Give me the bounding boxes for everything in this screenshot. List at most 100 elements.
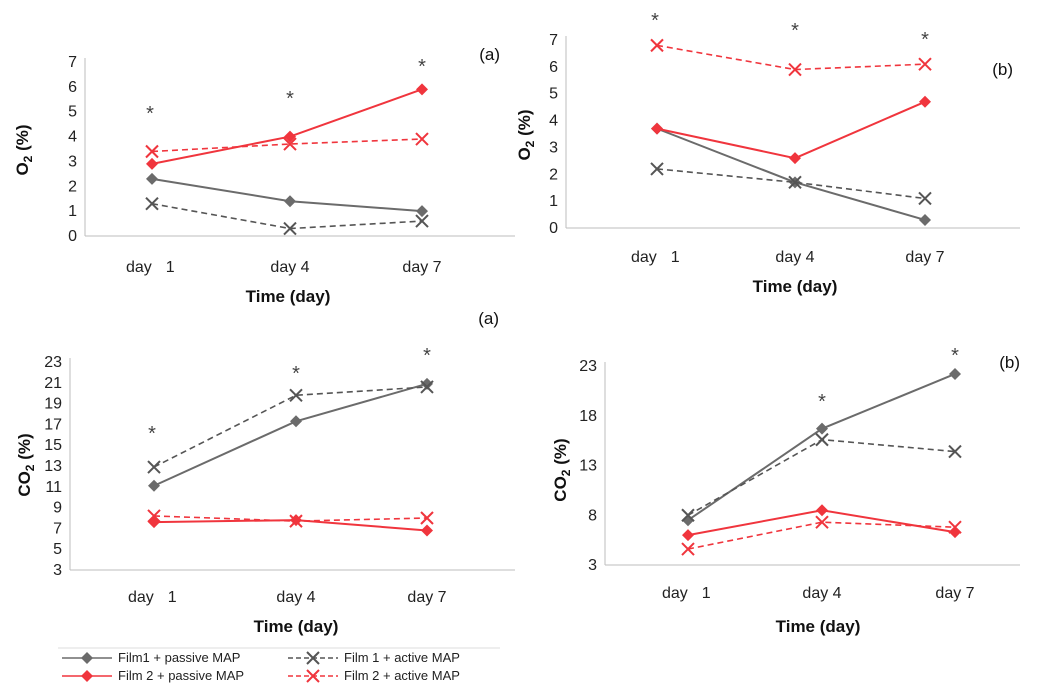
x-tick-label: day 4 [276, 589, 315, 606]
legend-item-f1a: Film 1 + active MAP [288, 650, 460, 665]
series-f1a [145, 196, 429, 236]
data-point-x [788, 62, 802, 77]
y-tick-label: 23 [579, 358, 597, 375]
y-tick-label: 3 [53, 562, 62, 579]
data-point-diamond [290, 415, 302, 428]
x-tick-label: day 1 [662, 585, 711, 602]
data-point-x [415, 214, 429, 228]
y-tick-label: 7 [549, 32, 558, 49]
series-f2a [145, 132, 429, 159]
data-point-x [283, 137, 297, 151]
y-tick-label: 3 [549, 139, 558, 156]
y-tick-label: 3 [588, 557, 597, 574]
x-tick-label: day 7 [402, 259, 441, 276]
series-f1a [650, 162, 932, 206]
chart-panel-2: 0 1 2 3 4 5 6 7 day 1 day 4 day 7 Time (day) O2 (%) (b… [515, 10, 1020, 296]
data-point-x [650, 162, 664, 176]
y-tick-label: 4 [549, 113, 558, 130]
significance-star: * [651, 10, 659, 32]
data-point-x [145, 196, 159, 211]
y-tick-label: 0 [549, 220, 558, 237]
legend-item-f1p: Film1 + passive MAP [62, 650, 240, 665]
significance-star: * [818, 391, 826, 413]
y-tick-label: 15 [44, 437, 62, 454]
series-f1p [651, 122, 931, 226]
y-axis-title: CO2 (%) [551, 438, 573, 501]
legend-label: Film 1 + active MAP [344, 650, 460, 665]
y-tick-label: 7 [53, 520, 62, 537]
y-tick-label: 21 [44, 375, 62, 392]
series-f1a [147, 380, 434, 474]
data-point-diamond [919, 95, 931, 108]
y-tick-label: 9 [53, 500, 62, 517]
y-tick-label: 2 [68, 178, 77, 195]
panel-label: (a) [478, 309, 499, 328]
data-point-diamond [816, 422, 828, 435]
series-f2a [147, 509, 434, 528]
data-point-x [788, 175, 802, 190]
chart-panel-4: 3 8 13 18 23 day 1 day 4 day 7 Time (day) CO2 (%) (… [551, 345, 1020, 636]
y-tick-label: 5 [549, 86, 558, 103]
data-point-x [681, 508, 695, 522]
data-point-diamond [421, 377, 433, 390]
y-tick-label: 18 [579, 408, 597, 425]
data-point-x [289, 514, 303, 528]
series-f1p [146, 172, 428, 218]
panel-label: (a) [479, 45, 500, 64]
y-tick-label: 6 [68, 79, 77, 96]
x-tick-label: day 4 [270, 259, 309, 276]
series-f2p [146, 83, 428, 170]
data-point-x [147, 460, 161, 474]
legend-label: Film 2 + passive MAP [118, 668, 244, 683]
significance-star: * [951, 345, 959, 367]
data-point-x [918, 57, 932, 71]
data-point-diamond [919, 213, 931, 226]
series-f2a [650, 38, 932, 77]
series-f1a [681, 432, 962, 522]
x-axis-title: Time (day) [776, 617, 861, 636]
y-tick-label: 8 [588, 507, 597, 524]
series-line [687, 521, 956, 550]
y-tick-label: 13 [579, 458, 597, 475]
chart-panel-1: 0 1 2 3 4 5 6 7 day 1 day 4 day 7 Time (day) O2 (%) (a… [13, 45, 515, 306]
data-point-x [948, 444, 962, 459]
data-point-x [289, 388, 303, 402]
data-point-diamond [949, 367, 961, 380]
data-point-diamond [148, 479, 160, 492]
y-tick-label: 5 [68, 104, 77, 121]
legend-label: Film1 + passive MAP [118, 650, 240, 665]
data-point-diamond [146, 157, 158, 170]
significance-star: * [148, 423, 156, 445]
data-point-diamond [284, 130, 296, 143]
y-tick-label: 5 [53, 541, 62, 558]
series-line [656, 127, 926, 221]
series-f2a [681, 515, 962, 556]
y-axis-title: O2 (%) [515, 109, 537, 160]
data-point-diamond [284, 195, 296, 208]
series-line [153, 382, 428, 487]
legend-item-f2a: Film 2 + active MAP [288, 668, 460, 683]
x-tick-label: day 1 [631, 249, 680, 266]
y-tick-label: 2 [549, 166, 558, 183]
legend: Film1 + passive MAP Film 1 + active MAP Fi… [58, 647, 500, 683]
data-point-diamond [816, 504, 828, 517]
data-point-x [147, 509, 161, 523]
x-tick-label: day 4 [802, 585, 841, 602]
y-tick-label: 3 [68, 153, 77, 170]
chart-panel-3: 3 5 7 9 11 13 15 17 19 21 23 day 1 day 4 day 7 Time (da… [15, 309, 515, 636]
y-axis-title: CO2 (%) [15, 433, 37, 496]
x-axis-title: Time (day) [753, 277, 838, 296]
data-point-x [283, 221, 297, 236]
x-tick-label: day 7 [905, 249, 944, 266]
legend-marker-diamond [81, 652, 93, 664]
y-axis-title: O2 (%) [13, 124, 35, 175]
series-f1p [148, 377, 433, 492]
significance-star: * [423, 345, 431, 367]
x-tick-label: day 1 [126, 259, 175, 276]
series-line [151, 177, 423, 213]
data-point-x [815, 515, 829, 529]
data-point-diamond [651, 122, 663, 135]
significance-star: * [921, 29, 929, 51]
legend-item-f2p: Film 2 + passive MAP [62, 668, 244, 683]
